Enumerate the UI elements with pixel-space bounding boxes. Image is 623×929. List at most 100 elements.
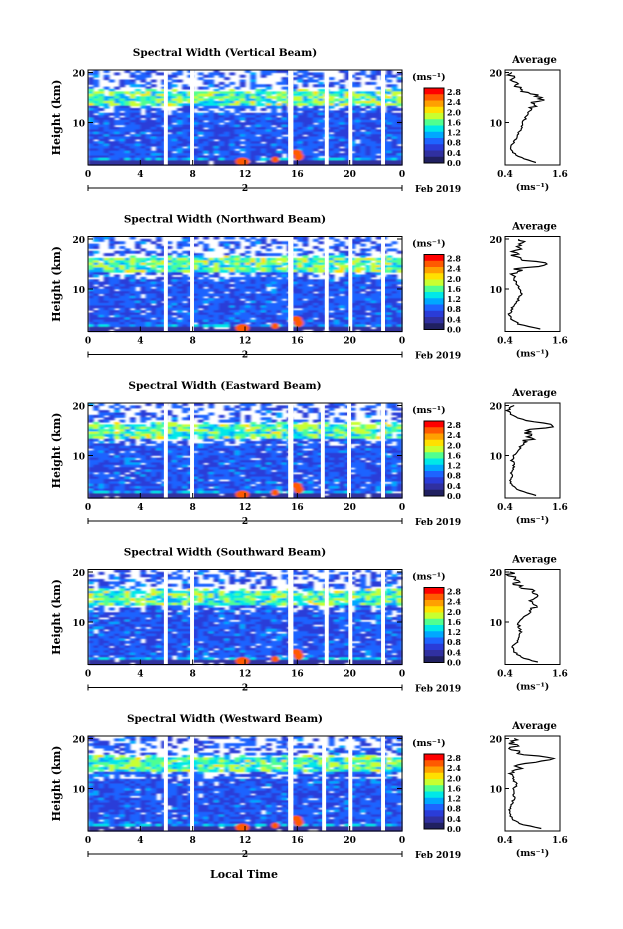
colorbar-frame xyxy=(423,420,445,497)
panel-2: Spectral Width (Northward Beam)2010Heigh… xyxy=(50,214,568,362)
colorbar-swatch xyxy=(424,304,444,312)
colorbar-tick-label: 2.4 xyxy=(447,763,461,773)
average-x-tick-label: 1.6 xyxy=(552,503,568,513)
y-tick-label: 20 xyxy=(72,403,85,413)
y-tick-label: 10 xyxy=(72,286,85,296)
x-tick-label: 4 xyxy=(137,337,143,347)
colorbar-tick-label: 0.0 xyxy=(447,491,461,501)
colorbar-swatch xyxy=(424,254,444,262)
colorbar-swatch xyxy=(424,816,444,824)
colorbar-swatch xyxy=(424,119,444,126)
colorbar-swatch xyxy=(424,279,444,287)
colorbar-tick-label: 2.8 xyxy=(447,87,461,97)
hot-spot xyxy=(271,156,280,163)
colorbar-tick-label: 1.6 xyxy=(447,117,461,127)
colorbar-tick-label: 0.4 xyxy=(447,314,461,324)
average-y-tick-label: 20 xyxy=(489,736,502,746)
average-frame xyxy=(504,735,561,832)
colorbar-swatch xyxy=(424,766,444,774)
average-y-tick-label: 10 xyxy=(489,619,502,629)
colorbar-swatch xyxy=(424,797,444,805)
average-y-tick-label: 10 xyxy=(489,453,502,463)
date-month-label: Feb 2019 xyxy=(415,185,461,195)
heatmap-cells xyxy=(88,403,403,499)
data-gap xyxy=(288,236,294,332)
x-tick-label: 0 xyxy=(399,170,405,180)
colorbar-frame xyxy=(423,753,445,830)
colorbar-swatch xyxy=(424,138,444,145)
average-y-tick-label: 10 xyxy=(489,286,502,296)
y-tick-label: 20 xyxy=(72,569,85,579)
panel-1: Spectral Width (Vertical Beam)2010Height… xyxy=(50,47,568,195)
date-day-label: 2 xyxy=(242,517,248,527)
colorbar-swatch xyxy=(424,260,444,268)
average-x-tick-label: 0.4 xyxy=(497,170,513,180)
data-gap xyxy=(190,569,194,665)
colorbar-swatch xyxy=(424,156,444,164)
colorbar-tick-label: 1.2 xyxy=(447,128,461,138)
colorbar-swatch xyxy=(424,458,444,466)
colorbar-tick-label: 2.0 xyxy=(447,440,461,450)
data-gap xyxy=(190,736,194,831)
average-x-label: (ms⁻¹) xyxy=(516,182,550,193)
y-axis-label: Height (km) xyxy=(50,413,63,489)
colorbar-swatch xyxy=(424,113,444,120)
colorbar-tick-label: 2.8 xyxy=(447,420,461,430)
date-day-label: 2 xyxy=(242,184,248,194)
x-tick-label: 8 xyxy=(190,503,196,513)
data-gap xyxy=(381,736,385,831)
colorbar-swatch xyxy=(424,779,444,786)
data-gap xyxy=(324,236,329,332)
colorbar-swatch xyxy=(424,656,444,663)
data-gap xyxy=(381,70,385,165)
panel-title: Spectral Width (Northward Beam) xyxy=(124,214,326,226)
average-title: Average xyxy=(511,222,557,233)
x-tick-label: 8 xyxy=(190,836,196,846)
hot-spot xyxy=(235,823,250,832)
average-panel: Average 20 10 0.4 1.6(ms⁻¹) xyxy=(489,222,567,360)
colorbar-tick-label: 0.8 xyxy=(447,804,461,814)
data-gap xyxy=(348,569,353,665)
average-x-tick-label: 1.6 xyxy=(552,337,568,347)
y-tick-label: 10 xyxy=(72,120,85,130)
colorbar-tick-label: 0.0 xyxy=(447,325,461,335)
average-x-tick-label: 0.4 xyxy=(497,836,513,846)
data-gap xyxy=(324,70,329,165)
colorbar-swatch xyxy=(424,433,444,441)
colorbar-unit: (ms⁻¹) xyxy=(412,72,446,83)
x-tick-label: 0 xyxy=(85,503,91,513)
y-axis-label: Height (km) xyxy=(50,80,63,156)
data-gap xyxy=(381,403,385,498)
average-profile-line xyxy=(507,238,549,330)
colorbar-swatch xyxy=(424,483,444,491)
colorbar-swatch xyxy=(424,593,444,601)
colorbar-swatch xyxy=(424,464,444,472)
hot-spot xyxy=(235,324,250,332)
data-gap xyxy=(381,236,385,332)
hot-spot xyxy=(235,157,250,166)
average-title: Average xyxy=(511,721,557,732)
colorbar-swatch xyxy=(424,88,444,95)
y-axis-label: Height (km) xyxy=(50,579,63,655)
colorbar-tick-label: 1.2 xyxy=(447,794,461,804)
x-tick-label: 16 xyxy=(291,170,304,180)
average-title: Average xyxy=(511,55,557,66)
hot-spot xyxy=(271,323,280,329)
y-tick-label: 20 xyxy=(72,70,85,80)
x-tick-label: 16 xyxy=(291,503,304,513)
colorbar-swatch xyxy=(424,810,444,817)
colorbar-tick-label: 2.4 xyxy=(447,97,461,107)
data-gap xyxy=(190,70,194,165)
data-gap xyxy=(348,736,353,831)
average-profile-line xyxy=(504,404,555,497)
colorbar-tick-label: 2.8 xyxy=(447,587,461,597)
colorbar-unit: (ms⁻¹) xyxy=(412,239,446,250)
average-title: Average xyxy=(511,388,557,399)
x-tick-label: 0 xyxy=(85,337,91,347)
x-tick-label: 4 xyxy=(137,670,143,680)
colorbar-swatch xyxy=(424,618,444,626)
colorbar-frame xyxy=(423,587,445,663)
x-tick-label: 0 xyxy=(399,503,405,513)
date-day-label: 2 xyxy=(242,850,248,860)
panel-4: Spectral Width (Southward Beam)2010Heigh… xyxy=(50,547,568,695)
